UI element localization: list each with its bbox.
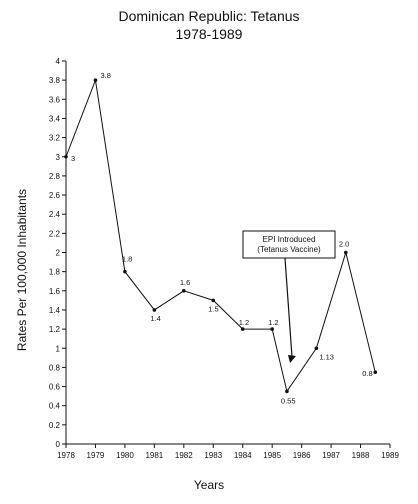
x-tick-label: 1988 <box>352 451 370 460</box>
y-tick-label: 3.6 <box>49 95 61 104</box>
data-point <box>373 370 378 374</box>
y-tick-label: 0 <box>56 440 61 449</box>
x-tick-label: 1982 <box>175 451 193 460</box>
data-label: 0.8 <box>362 369 372 378</box>
annotation-text: (Tetanus Vaccine) <box>257 245 321 254</box>
y-tick-label: 2.4 <box>49 210 61 219</box>
x-tick-label: 1981 <box>145 451 163 460</box>
x-tick-label: 1980 <box>116 451 134 460</box>
y-tick-label: 1.8 <box>49 268 61 277</box>
y-tick-label: 2.6 <box>49 191 61 200</box>
data-label: 1.2 <box>239 318 249 327</box>
y-tick-label: 2 <box>56 249 61 258</box>
data-label: 2.0 <box>339 240 349 249</box>
y-tick-label: 1 <box>56 344 61 353</box>
data-label: 3.8 <box>100 71 110 80</box>
data-point <box>344 250 348 255</box>
chart-subtitle: 1978-1989 <box>175 26 243 42</box>
y-tick-label: 3.8 <box>49 76 61 85</box>
y-tick-label: 1.2 <box>49 325 61 334</box>
y-tick-label: 3.4 <box>49 114 61 123</box>
x-tick-label: 1983 <box>204 451 222 460</box>
annotation-text: EPI Introduced <box>263 235 316 244</box>
x-tick-label: 1985 <box>263 451 281 460</box>
y-tick-label: 3 <box>56 153 61 162</box>
data-point <box>182 289 186 293</box>
data-label: 1.5 <box>208 304 218 313</box>
annotation-arrow <box>284 257 293 358</box>
y-tick-label: 1.6 <box>49 287 61 296</box>
x-tick-label: 1978 <box>57 451 75 460</box>
y-tick-label: 2.2 <box>49 229 61 238</box>
data-label: 1.13 <box>319 352 334 361</box>
x-tick-label: 1984 <box>234 451 252 460</box>
x-tick-label: 1986 <box>293 451 311 460</box>
x-axis-label: Years <box>193 478 225 492</box>
x-tick-label: 1987 <box>322 451 340 460</box>
data-label: 1.4 <box>150 314 160 323</box>
series-line <box>65 78 376 393</box>
y-tick-label: 0.4 <box>49 402 61 411</box>
y-tick-label: 3.2 <box>49 134 61 143</box>
y-tick-label: 0.8 <box>49 363 61 372</box>
data-label: 1.6 <box>180 278 190 287</box>
data-point <box>285 389 289 394</box>
annotation-box <box>242 230 336 259</box>
data-label: 1.2 <box>268 318 278 327</box>
y-tick-label: 2.8 <box>49 172 61 181</box>
x-tick-label: 1979 <box>87 451 105 460</box>
data-label: 0.55 <box>281 396 296 405</box>
data-label: 3 <box>71 154 75 163</box>
data-point <box>240 327 245 331</box>
data-point <box>270 327 274 331</box>
data-point <box>123 269 127 274</box>
y-tick-label: 0.2 <box>49 421 61 430</box>
y-tick-label: 0.6 <box>49 383 61 392</box>
x-tick-label: 1989 <box>381 451 399 460</box>
data-point <box>93 78 98 82</box>
y-tick-label: 4 <box>56 57 61 66</box>
y-tick-label: 1.4 <box>49 306 61 315</box>
data-point <box>64 154 68 159</box>
annotation-arrowhead <box>288 355 296 363</box>
data-point <box>314 346 319 351</box>
data-point <box>152 308 157 312</box>
chart-title: Dominican Republic: Tetanus <box>118 8 300 24</box>
data-point <box>211 298 216 303</box>
data-label: 1.8 <box>122 255 132 264</box>
